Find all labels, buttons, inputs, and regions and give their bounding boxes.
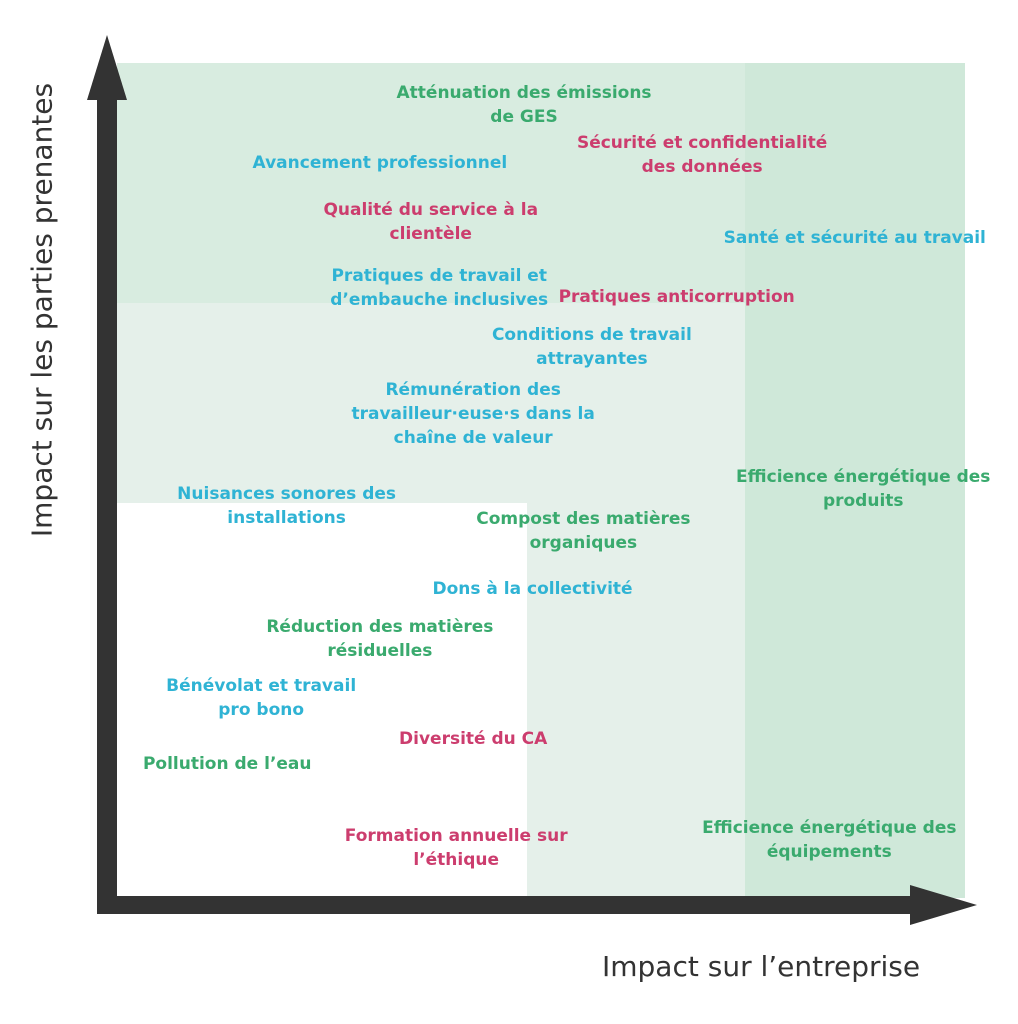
data-label-line: Rémunération des xyxy=(385,379,561,400)
data-label-line: Qualité du service à la xyxy=(323,199,539,220)
data-label: Atténuation des émissions de GES xyxy=(397,81,652,129)
data-label-line: l’éthique xyxy=(413,849,500,870)
data-label: Sécurité et confidentialité des données xyxy=(577,131,827,179)
data-label-line: pro bono xyxy=(218,699,305,720)
data-label-line: Efficience énergétique des xyxy=(702,817,957,838)
data-label-line: Conditions de travail xyxy=(491,324,692,345)
data-label-line: chaîne de valeur xyxy=(393,427,553,448)
data-label-line: équipements xyxy=(766,841,892,862)
data-label-line: Dons à la collectivité xyxy=(432,579,633,600)
data-label: Pratiques de travail et d’embauche inclus… xyxy=(330,264,548,312)
data-label-line: de GES xyxy=(490,106,558,127)
data-label-line: d’embauche inclusives xyxy=(330,290,549,311)
data-label-line: Pollution de l’eau xyxy=(142,754,312,775)
data-label-line: résiduelles xyxy=(327,641,433,662)
zone-high-right xyxy=(745,63,965,898)
data-label-line: Atténuation des émissions xyxy=(396,82,652,103)
zones xyxy=(117,63,965,898)
data-label-line: Pratiques anticorruption xyxy=(558,286,795,307)
data-label: Bénévolat et travail pro bono xyxy=(166,674,356,722)
data-label: Avancement professionnel xyxy=(253,151,508,175)
data-label: Compost des matières organiques xyxy=(476,507,690,555)
zone-low xyxy=(117,503,527,898)
x-axis-arrow xyxy=(910,885,977,925)
data-label: Rémunération des travailleur·euse·s dans … xyxy=(351,378,594,450)
data-label-line: Sécurité et confidentialité xyxy=(576,132,828,153)
data-label-line: Pratiques de travail et xyxy=(331,266,547,287)
data-label: Réduction des matières résiduelles xyxy=(266,615,493,663)
data-label-line: Réduction des matières xyxy=(266,617,494,638)
data-label-line: attrayantes xyxy=(536,348,648,369)
x-axis-line xyxy=(97,896,927,914)
data-label-line: produits xyxy=(822,490,904,511)
data-label: Pollution de l’eau xyxy=(143,752,312,776)
y-axis-title: Impact sur les parties prenantes xyxy=(25,82,59,538)
data-label: Efficience énergétique des équipements xyxy=(702,816,956,864)
y-axis-arrow xyxy=(87,35,127,100)
data-label-line: travailleur·euse·s dans la xyxy=(351,403,595,424)
data-label-line: Bénévolat et travail xyxy=(166,675,357,696)
data-label: Santé et sécurité au travail xyxy=(724,226,986,250)
data-label: Efficience énergétique des produits xyxy=(736,465,990,513)
data-label: Dons à la collectivité xyxy=(432,577,632,601)
data-label: Pratiques anticorruption xyxy=(559,285,795,309)
data-label-line: Formation annuelle sur xyxy=(344,825,568,846)
data-label-line: clientèle xyxy=(389,223,472,244)
data-label-line: Diversité du CA xyxy=(399,729,548,750)
data-label: Formation annuelle sur l’éthique xyxy=(345,824,568,872)
data-label: Nuisances sonores des installations xyxy=(177,482,396,530)
data-label-line: organiques xyxy=(529,532,638,553)
data-label-line: Avancement professionnel xyxy=(252,153,508,174)
data-label: Qualité du service à la clientèle xyxy=(323,198,538,246)
x-axis-title: Impact sur l’entreprise xyxy=(602,950,921,983)
data-label-line: installations xyxy=(227,507,346,528)
data-label-line: Efficience énergétique des xyxy=(736,466,991,487)
data-label-line: Nuisances sonores des xyxy=(177,483,397,504)
data-label-line: des données xyxy=(641,156,763,177)
data-label: Conditions de travail attrayantes xyxy=(492,323,692,371)
y-axis-line xyxy=(97,95,117,913)
data-label-line: Compost des matières xyxy=(476,508,691,529)
data-label-line: Santé et sécurité au travail xyxy=(723,228,986,249)
axes xyxy=(87,35,977,925)
data-label: Diversité du CA xyxy=(399,727,547,751)
